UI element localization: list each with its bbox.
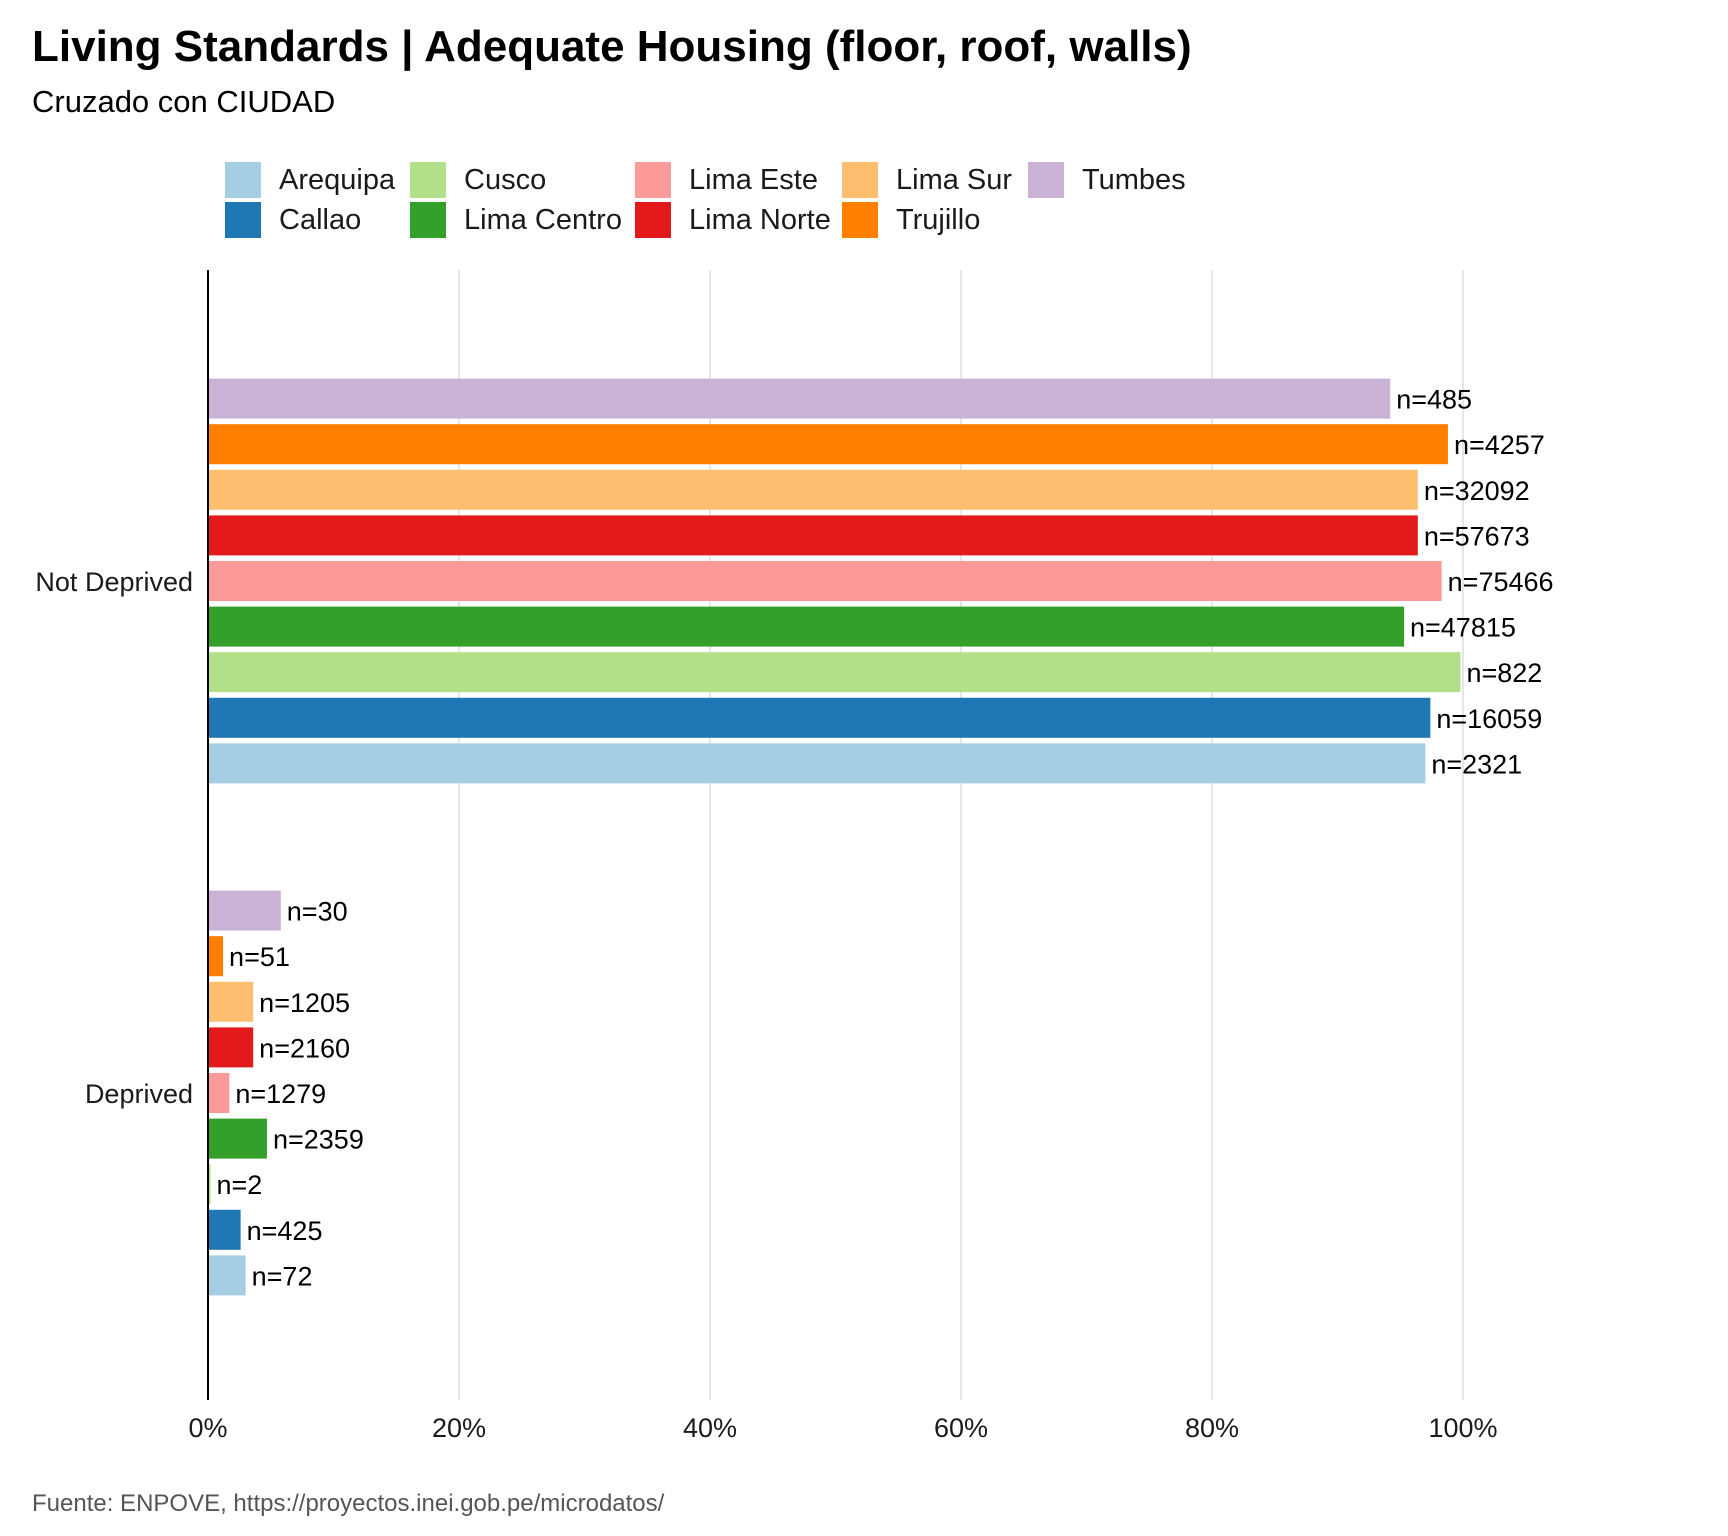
data-label: n=51: [229, 942, 290, 972]
bar-tumbes-deprived: [208, 890, 281, 931]
legend-label: Lima Centro: [464, 203, 622, 236]
bar-trujillo-deprived: [208, 936, 224, 977]
legend-swatch: [842, 202, 878, 238]
legend-label: Lima Norte: [689, 203, 831, 236]
bar-callao-deprived: [208, 1209, 241, 1250]
legend-label: Trujillo: [896, 203, 981, 236]
x-tick-label: 20%: [432, 1413, 486, 1443]
x-tick-label: 100%: [1428, 1413, 1497, 1443]
data-label: n=72: [252, 1261, 313, 1291]
bar-lima-centro-deprived: [208, 1118, 267, 1159]
data-label: n=47815: [1410, 613, 1516, 643]
legend-item-trujillo: Trujillo: [842, 202, 980, 238]
legend-item-lima-norte: Lima Norte: [635, 202, 831, 238]
chart-title: Living Standards | Adequate Housing (flo…: [32, 22, 1192, 71]
chart-source: Fuente: ENPOVE, https://proyectos.inei.g…: [32, 1490, 665, 1517]
chart-subtitle: Cruzado con CIUDAD: [32, 84, 336, 119]
bar-callao-not-deprived: [208, 697, 1431, 738]
legend-swatch: [225, 202, 261, 238]
data-label: n=75466: [1448, 567, 1554, 597]
legend-swatch: [410, 202, 446, 238]
legend-swatch: [635, 162, 671, 198]
bar-cusco-not-deprived: [208, 652, 1461, 693]
bar-lima-sur-not-deprived: [208, 469, 1418, 510]
legend-swatch: [1028, 162, 1064, 198]
x-tick-label: 60%: [934, 1413, 988, 1443]
legend-item-callao: Callao: [225, 202, 361, 238]
legend-label: Tumbes: [1082, 163, 1186, 196]
legend-label: Cusco: [464, 163, 547, 196]
x-tick-label: 0%: [188, 1413, 227, 1443]
legend-item-cusco: Cusco: [410, 162, 546, 198]
legend-item-tumbes: Tumbes: [1028, 162, 1186, 198]
legend-item-arequipa: Arequipa: [225, 162, 395, 198]
bar-lima-norte-deprived: [208, 1027, 254, 1068]
legend-swatch: [225, 162, 261, 198]
bar-cusco-deprived: [208, 1164, 211, 1205]
data-label: n=2160: [259, 1033, 350, 1063]
data-label: n=16059: [1436, 704, 1542, 734]
legend-swatch: [410, 162, 446, 198]
data-label: n=425: [247, 1216, 323, 1246]
legend-label: Callao: [279, 203, 362, 236]
data-label: n=2321: [1431, 749, 1522, 779]
legend-label: Lima Este: [689, 163, 818, 196]
bar-tumbes-not-deprived: [208, 378, 1391, 419]
data-label: n=485: [1396, 385, 1472, 415]
bar-lima-sur-deprived: [208, 981, 254, 1022]
data-label: n=822: [1466, 658, 1542, 688]
legend-item-lima-centro: Lima Centro: [410, 202, 622, 238]
x-tick-label: 80%: [1185, 1413, 1239, 1443]
data-label: n=57673: [1424, 521, 1530, 551]
legend-swatch: [842, 162, 878, 198]
legend-label: Arequipa: [279, 163, 396, 196]
legend-item-lima-este: Lima Este: [635, 162, 818, 198]
bar-lima-norte-not-deprived: [208, 515, 1418, 556]
data-label: n=1205: [259, 988, 350, 1018]
bar-arequipa-deprived: [208, 1255, 246, 1296]
bar-lima-este-deprived: [208, 1073, 230, 1113]
bar-lima-centro-not-deprived: [208, 606, 1405, 647]
y-category-label: Not Deprived: [35, 567, 193, 597]
data-label: n=32092: [1424, 476, 1530, 506]
bar-lima-este-not-deprived: [208, 561, 1442, 601]
data-label: n=2359: [273, 1125, 364, 1155]
data-label: n=30: [287, 897, 348, 927]
x-tick-label: 40%: [683, 1413, 737, 1443]
legend-item-lima-sur: Lima Sur: [842, 162, 1012, 198]
data-label: n=4257: [1454, 430, 1545, 460]
data-label: n=2: [217, 1170, 263, 1200]
legend-swatch: [635, 202, 671, 238]
legend-label: Lima Sur: [896, 163, 1013, 196]
bar-trujillo-not-deprived: [208, 424, 1448, 465]
data-label: n=1279: [235, 1079, 326, 1109]
bar-arequipa-not-deprived: [208, 743, 1426, 784]
y-category-label: Deprived: [85, 1079, 193, 1109]
